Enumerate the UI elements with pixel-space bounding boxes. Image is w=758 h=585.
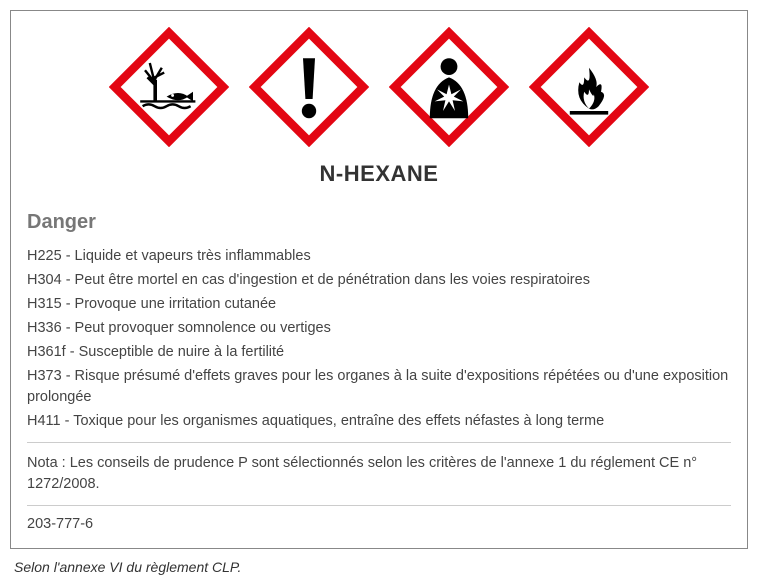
divider-2 [27,505,731,506]
flammable-hazard-icon [529,27,649,147]
exclamation-hazard-icon [249,27,369,147]
h-statements-list: H225 - Liquide et vapeurs très inflammab… [27,246,731,432]
h-statement: H411 - Toxique pour les organismes aquat… [27,411,731,432]
h-statement: H373 - Risque présumé d'effets graves po… [27,366,731,408]
h-statement: H336 - Peut provoquer somnolence ou vert… [27,318,731,339]
divider-1 [27,442,731,443]
nota-text: Nota : Les conseils de prudence P sont s… [27,453,731,495]
substance-title: N-HEXANE [27,161,731,187]
ec-number: 203-777-6 [27,516,731,532]
pictogram-row [27,27,731,147]
signal-word: Danger [27,211,731,234]
environment-hazard-icon [109,27,229,147]
footnote: Selon l'annexe VI du règlement CLP. [14,559,744,575]
h-statement: H304 - Peut être mortel en cas d'ingesti… [27,270,731,291]
h-statement: H361f - Susceptible de nuire à la fertil… [27,342,731,363]
hazard-card: N-HEXANE Danger H225 - Liquide et vapeur… [10,10,748,549]
h-statement: H315 - Provoque une irritation cutanée [27,294,731,315]
h-statement: H225 - Liquide et vapeurs très inflammab… [27,246,731,267]
health-hazard-icon [389,27,509,147]
